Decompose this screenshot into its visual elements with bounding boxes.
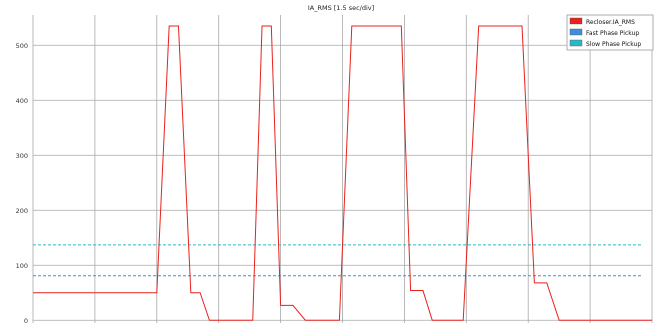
legend-swatch-recloser-ia-rms <box>569 17 583 25</box>
y-tick-label: 400 <box>16 97 28 105</box>
y-tick-label: 100 <box>16 262 28 270</box>
legend-swatch-fast-phase-pickup <box>569 28 583 36</box>
y-tick-label: 200 <box>16 207 28 215</box>
legend: Recloser.IA_RMS Fast Phase Pickup Slow P… <box>566 14 654 51</box>
y-axis-ticks: 0 100 200 300 400 500 <box>16 42 28 325</box>
y-tick-label: 500 <box>16 42 28 50</box>
y-tick-label: 0 <box>24 317 28 325</box>
chart-title: IA_RMS [1.5 sec/div] <box>308 4 374 12</box>
series-line-recloser-ia-rms <box>33 25 652 321</box>
legend-label-fast-phase-pickup: Fast Phase Pickup <box>586 30 639 37</box>
legend-swatch-slow-phase-pickup <box>569 39 583 47</box>
legend-label-slow-phase-pickup: Slow Phase Pickup <box>586 41 641 48</box>
grid <box>32 15 653 323</box>
y-tick-label: 300 <box>16 152 28 160</box>
legend-label-recloser-ia-rms: Recloser.IA_RMS <box>586 19 635 26</box>
series-group <box>33 25 652 321</box>
